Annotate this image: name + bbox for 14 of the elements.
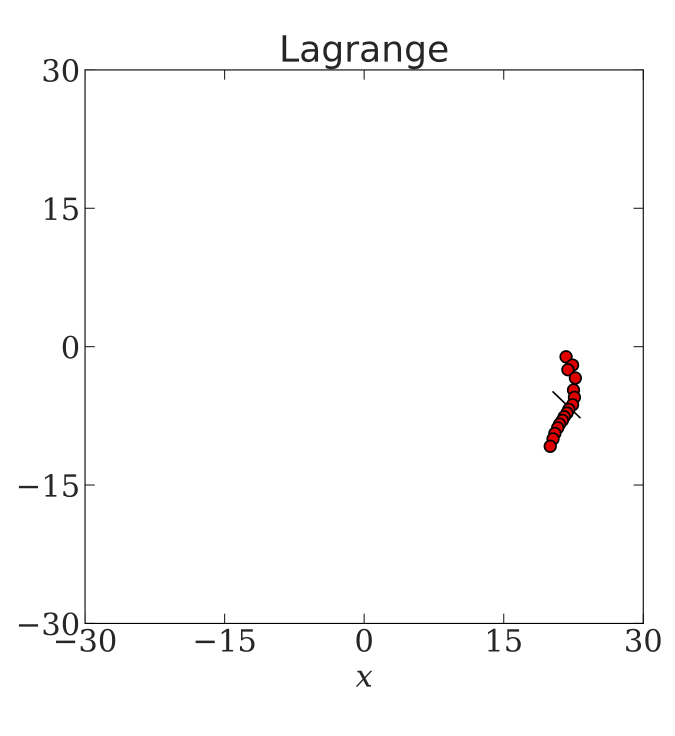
y-tick-label: 0 bbox=[62, 336, 78, 359]
point bbox=[544, 440, 557, 453]
point bbox=[568, 371, 582, 385]
x-tick-label: 15 bbox=[488, 628, 521, 652]
y-tick-label: 15 bbox=[45, 197, 78, 220]
x-axis-title: x bbox=[356, 670, 372, 687]
point bbox=[561, 363, 575, 376]
y-tick-label: 30 bbox=[44, 58, 78, 82]
x-tick-label: 0 bbox=[356, 628, 372, 652]
x-tick-label: 30 bbox=[626, 628, 661, 652]
point bbox=[559, 350, 573, 364]
x-tick-label: −15 bbox=[196, 628, 254, 652]
chart-title: Lagrange bbox=[282, 35, 448, 70]
y-tick-label: −15 bbox=[18, 474, 78, 498]
